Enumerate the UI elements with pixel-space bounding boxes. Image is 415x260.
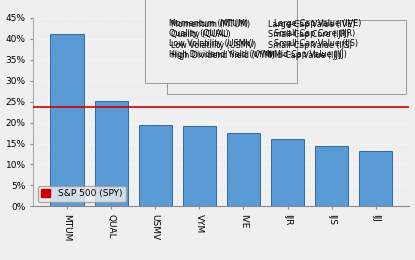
Bar [315, 146, 348, 206]
Bar [50, 35, 83, 206]
Text: Momentum (MTUM)
Quality (QUAL)
Low Volatility (USMV)
High Dividend Yield (VYM): Momentum (MTUM) Quality (QUAL) Low Volat… [171, 20, 274, 60]
Text: Momentum (MTUM)
Quality (QUAL)
Low Volatility (USMV)
High Dividend Yield (VYM): Momentum (MTUM) Quality (QUAL) Low Volat… [169, 19, 273, 59]
Text: Large-Cap Value (IVE)
Small-Cap Core (IJR)
Small-Cap Value (IJS)
Mid-Cap Value (: Large-Cap Value (IVE) Small-Cap Core (IJ… [274, 19, 361, 59]
Text: Large-Cap Value (IVE)
Small-Cap Core (IJR)
Small-Cap Value (IJS)
Mid-Cap Value (: Large-Cap Value (IVE) Small-Cap Core (IJ… [269, 20, 356, 60]
Bar [359, 151, 392, 206]
Legend: S&P 500 (SPY): S&P 500 (SPY) [38, 186, 126, 202]
Bar [95, 101, 128, 206]
Bar [227, 133, 260, 206]
Bar [183, 126, 216, 206]
Title: 1-year % total return: 1-year % total return [163, 5, 280, 16]
FancyBboxPatch shape [167, 20, 406, 94]
Bar [271, 139, 304, 206]
Bar [139, 125, 172, 206]
